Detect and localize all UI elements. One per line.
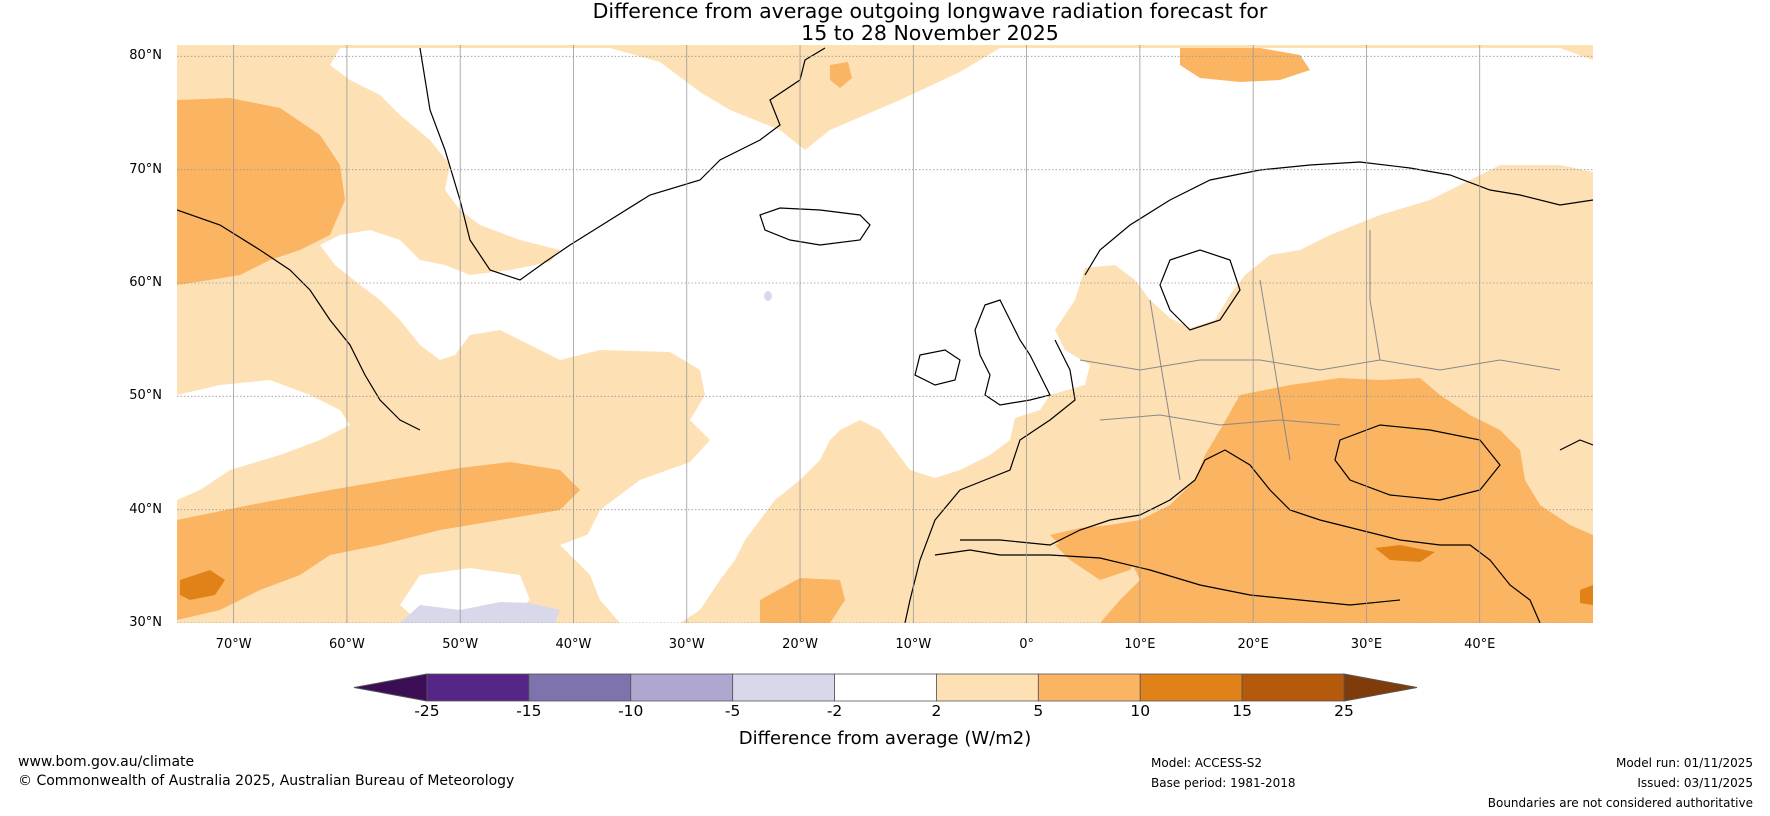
footer-model-run: Model run: 01/11/2025 [1615, 756, 1753, 770]
anomaly-fill-5-to-10-patch [760, 578, 845, 623]
latitude-label: 70°N [129, 161, 162, 177]
anomaly-fill-5-to-10-labrador [177, 98, 345, 285]
longitude-label: 10°W [895, 637, 932, 652]
longitude-label: 60°W [328, 637, 365, 652]
latitude-label: 30°N [129, 615, 162, 630]
colorbar-tick-label: -5 [724, 702, 741, 720]
caspian-coast [1559, 439, 1593, 451]
colorbar-segment [630, 673, 734, 702]
map-title-line-1: Difference from average outgoing longwav… [592, 0, 1268, 23]
anomaly-fill-5-to-10-atlantic [177, 462, 580, 620]
colorbar-tick-label: -2 [826, 702, 843, 720]
anomaly-fill-minus5-to-minus2 [400, 602, 560, 623]
colorbar-extend-high [1343, 673, 1418, 702]
footer-website: www.bom.gov.au/climate [18, 754, 195, 770]
colorbar-tick-label: 25 [1334, 702, 1354, 720]
colorbar-tick-label: 15 [1232, 702, 1252, 720]
europe-coast [904, 339, 1076, 623]
longitude-label: 40°E [1464, 637, 1496, 652]
colorbar-tick-label: -10 [618, 702, 644, 720]
longitude-label: 30°E [1350, 637, 1383, 652]
footer-copyright: © Commonwealth of Australia 2025, Austra… [18, 773, 515, 789]
longitude-label: 40°W [555, 637, 592, 652]
latitude-label: 80°N [129, 48, 162, 64]
longitude-label: 10°E [1124, 637, 1156, 652]
colorbar-segment [528, 673, 632, 702]
longitude-label: 70°W [215, 637, 252, 652]
north-africa-coast [934, 549, 1401, 606]
anomaly-fill-near-zero [320, 48, 1593, 623]
colorbar [353, 673, 1418, 702]
norway-coast [1084, 161, 1593, 276]
longitude-label: 20°W [782, 637, 818, 652]
anomaly-fill-5-to-10-europe [1050, 378, 1593, 623]
graticule [177, 45, 1593, 623]
footer-disclaimer: Boundaries are not considered authoritat… [1487, 796, 1753, 810]
anomaly-fill-5-to-10-greenland-east [830, 62, 852, 88]
anomaly-fill-minus5-to-minus2 [764, 291, 772, 301]
anomaly-fill-10-to-15 [1580, 585, 1593, 605]
footer-issued: Issued: 03/11/2025 [1637, 776, 1753, 790]
colorbar-extend-low [353, 673, 428, 702]
map-title-line-2: 15 to 28 November 2025 [801, 21, 1059, 45]
colorbar-tick-label: 5 [1033, 702, 1044, 720]
colorbar-tick-label: -25 [414, 702, 440, 720]
anomaly-fill-10-to-15 [180, 570, 225, 600]
colorbar-segment [1037, 673, 1141, 702]
footer-model: Model: ACCESS-S2 [1151, 756, 1263, 770]
colorbar-tick-label: -15 [516, 702, 542, 720]
anomaly-fill-near-zero-patch [560, 530, 650, 580]
footer-base-period: Base period: 1981-2018 [1151, 776, 1296, 790]
anomaly-fill-near-zero-canada [177, 380, 350, 500]
colorbar-title: Difference from average (W/m2) [738, 728, 1032, 749]
colorbar-tick-label: 10 [1130, 702, 1151, 720]
colorbar-segment [732, 673, 835, 702]
map-plot-area [177, 45, 1593, 623]
ireland-coast [914, 349, 961, 386]
uk-coast [974, 299, 1051, 406]
colorbar-segment [834, 673, 937, 702]
latitude-label: 50°N [129, 388, 162, 404]
anomaly-fill-5-to-10-northafrica [1055, 525, 1150, 580]
latitude-label: 60°N [129, 275, 162, 290]
colorbar-segment [1139, 673, 1243, 702]
longitude-label: 30°W [668, 637, 705, 652]
longitude-label: 50°W [442, 637, 479, 652]
colorbar-segment [1241, 673, 1345, 702]
baltic-coast [1159, 249, 1241, 331]
colorbar-tick-label: 2 [931, 702, 942, 720]
colorbar-segment [426, 673, 530, 702]
colorbar-segment [936, 673, 1039, 702]
longitude-label: 0° [1019, 637, 1034, 652]
labrador-coast [177, 209, 421, 431]
latitude-label: 40°N [129, 501, 162, 517]
anomaly-fill-10-to-15 [1375, 545, 1435, 562]
longitude-label: 20°E [1237, 637, 1269, 652]
